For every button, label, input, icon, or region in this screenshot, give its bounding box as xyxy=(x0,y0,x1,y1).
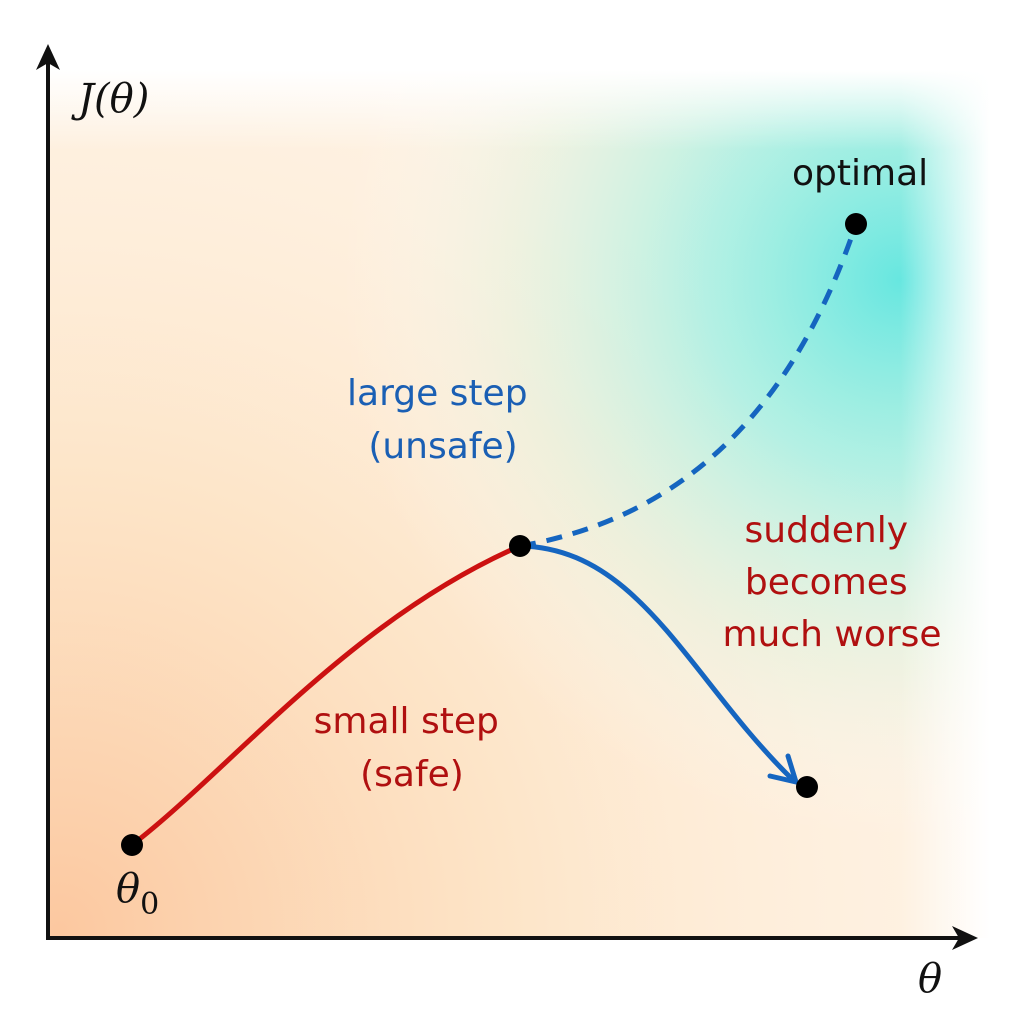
y-axis-label: J(θ) xyxy=(71,76,149,122)
large-step-line1: large step xyxy=(347,373,528,414)
background xyxy=(48,70,998,938)
midpoint xyxy=(509,535,531,557)
small-step-path xyxy=(129,543,523,848)
start-point xyxy=(121,834,143,856)
optimal-point xyxy=(845,213,867,235)
worse-line2: becomes xyxy=(745,562,908,603)
worse-label: suddenly becomes much worse xyxy=(722,510,941,655)
optimal-label: optimal xyxy=(792,153,928,194)
worse-line1: suddenly xyxy=(745,510,909,551)
large-step-label: large step (unsafe) xyxy=(347,373,539,467)
worse-outcome-arrowhead xyxy=(767,753,799,785)
y-axis-arrowhead xyxy=(36,44,60,70)
small-step-line2: (safe) xyxy=(360,754,464,795)
worse-point xyxy=(796,776,818,798)
large-step-dashed-path xyxy=(519,223,859,549)
large-step-line2: (unsafe) xyxy=(368,426,517,467)
worse-outcome-path xyxy=(517,543,796,783)
start-point-subscript: 0 xyxy=(140,887,159,922)
axes xyxy=(36,44,978,950)
small-step-label: small step (safe) xyxy=(314,701,511,795)
small-step-line1: small step xyxy=(314,701,499,742)
start-point-symbol: θ xyxy=(116,866,140,912)
start-point-label: θ0 xyxy=(116,866,159,922)
x-axis-arrowhead xyxy=(952,926,978,950)
worse-line3: much worse xyxy=(722,614,941,655)
x-axis-label: θ xyxy=(918,956,942,1002)
